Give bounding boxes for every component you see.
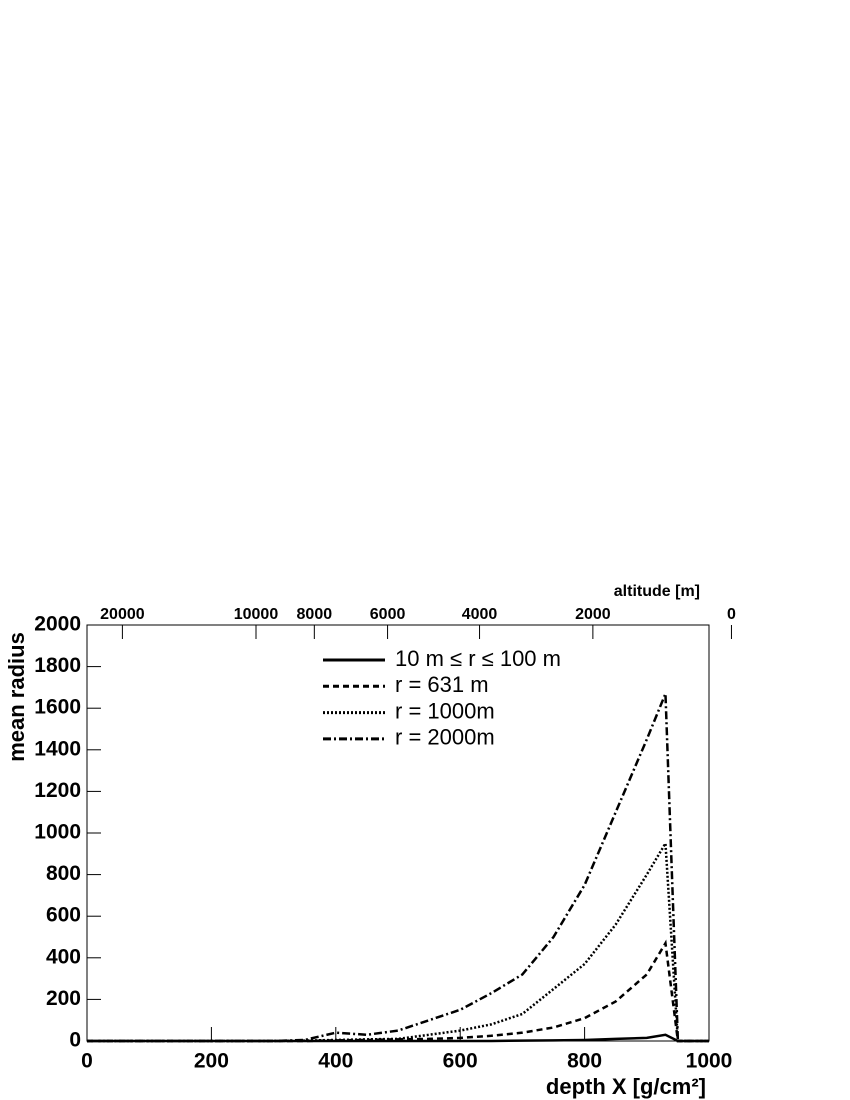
x2-tick-label: 2000 [575, 606, 611, 623]
legend-label: r = 2000m [395, 725, 495, 750]
x-tick-label: 1000 [686, 1050, 733, 1073]
y-tick-label: 600 [46, 904, 81, 927]
y-tick-label: 1000 [34, 821, 81, 844]
x-tick-label: 200 [194, 1050, 229, 1073]
y-tick-label: 1800 [34, 654, 81, 677]
series-line [87, 839, 709, 1043]
x-tick-label: 0 [81, 1050, 93, 1073]
x2-tick-label: 4000 [462, 606, 498, 623]
legend-label: 10 m ≤ r ≤ 100 m [395, 646, 561, 671]
x2-tick-label: 10000 [234, 606, 279, 623]
x2-axis-label: altitude [m] [614, 583, 700, 600]
y-tick-label: 800 [46, 862, 81, 885]
legend-label: r = 1000m [395, 698, 495, 723]
y-tick-label: 1400 [34, 737, 81, 760]
x2-tick-label: 6000 [370, 606, 406, 623]
series-line [87, 693, 709, 1043]
y-tick-label: 1200 [34, 779, 81, 802]
x2-tick-label: 8000 [297, 606, 333, 623]
y-tick-label: 2000 [34, 613, 81, 636]
legend-label: r = 631 m [395, 672, 489, 697]
x2-tick-label: 20000 [100, 606, 145, 623]
y-tick-label: 0 [69, 1029, 81, 1052]
y-tick-label: 400 [46, 945, 81, 968]
x-tick-label: 800 [567, 1050, 602, 1073]
x-tick-label: 600 [443, 1050, 478, 1073]
y-tick-label: 1600 [34, 696, 81, 719]
x-tick-label: 400 [318, 1050, 353, 1073]
x-axis-label: depth X [g/cm²] [546, 1074, 706, 1099]
y-axis-label: mean radius [4, 632, 29, 762]
y-tick-label: 200 [46, 987, 81, 1010]
series-line [87, 939, 709, 1043]
x2-tick-label: 0 [727, 606, 736, 623]
